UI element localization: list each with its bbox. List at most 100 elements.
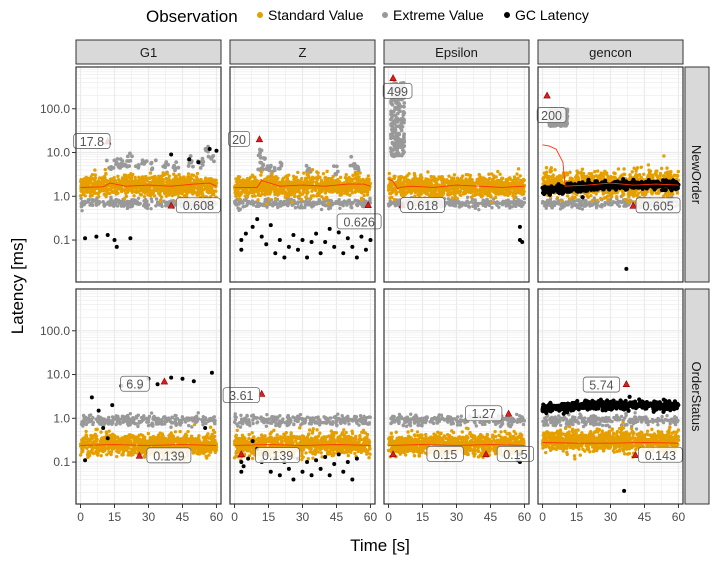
standard-point <box>451 196 454 199</box>
standard-point <box>168 192 171 195</box>
extreme-point <box>551 206 554 209</box>
standard-point <box>114 179 117 182</box>
standard-point <box>238 197 241 200</box>
standard-point <box>519 179 522 182</box>
facet-G1-NewOrder: 17.80.608 <box>74 67 221 282</box>
standard-point <box>140 193 143 196</box>
gc-point <box>332 245 336 249</box>
extreme-point <box>317 198 320 201</box>
standard-point <box>453 173 456 176</box>
standard-point <box>253 194 256 197</box>
gc-point <box>296 248 300 252</box>
standard-point <box>130 178 133 181</box>
extreme-point <box>394 154 398 158</box>
gc-point <box>113 238 117 242</box>
extreme-point <box>307 167 311 171</box>
extreme-point <box>155 197 158 200</box>
standard-point <box>302 171 305 174</box>
standard-point <box>165 194 168 197</box>
standard-point <box>320 189 323 192</box>
standard-point <box>87 187 90 190</box>
standard-point <box>333 189 336 192</box>
extreme-point <box>164 160 168 164</box>
extreme-point <box>395 119 399 123</box>
standard-point <box>89 178 92 181</box>
x-tick-label: 0 <box>231 510 238 524</box>
data-label: 0.618 <box>407 199 438 213</box>
standard-point <box>354 190 357 193</box>
standard-point <box>491 178 494 181</box>
extreme-point <box>461 201 464 204</box>
standard-point <box>393 198 396 201</box>
y-tick-label: 100.0 <box>40 102 70 116</box>
extreme-point <box>324 204 327 207</box>
extreme-point <box>276 206 279 209</box>
extreme-point <box>128 205 131 208</box>
extreme-point <box>300 204 303 207</box>
standard-point <box>263 183 266 186</box>
standard-point <box>287 173 290 176</box>
standard-point <box>206 188 209 191</box>
standard-point <box>499 183 502 186</box>
extreme-point <box>389 146 393 150</box>
standard-point <box>341 187 344 190</box>
standard-point <box>496 170 499 173</box>
extreme-point <box>359 202 362 205</box>
extreme-point <box>506 204 509 207</box>
standard-point <box>348 185 351 188</box>
standard-point <box>662 154 665 157</box>
standard-point <box>390 182 393 185</box>
standard-point <box>79 194 82 197</box>
legend-title: Observation <box>146 7 238 26</box>
standard-point <box>116 175 119 178</box>
standard-point <box>136 190 139 193</box>
extreme-point <box>156 202 159 205</box>
standard-point <box>238 194 241 197</box>
standard-point <box>322 172 325 175</box>
facet-strip-label-G1: G1 <box>140 45 157 60</box>
extreme-point <box>304 203 307 206</box>
standard-point <box>123 177 126 180</box>
standard-point <box>418 179 421 182</box>
x-tick-label: 15 <box>416 510 430 524</box>
standard-point <box>141 179 144 182</box>
extreme-point <box>349 155 353 159</box>
standard-point <box>343 183 346 186</box>
extreme-point <box>562 124 566 128</box>
extreme-point <box>209 157 213 161</box>
standard-point <box>550 166 553 169</box>
extreme-point <box>121 159 125 163</box>
standard-point <box>132 194 135 197</box>
extreme-point <box>149 162 153 166</box>
standard-point <box>324 189 327 192</box>
facet-strip-label-OrderStatus: OrderStatus <box>689 361 704 432</box>
gc-point <box>269 223 273 227</box>
standard-point <box>300 198 303 201</box>
gc-point <box>310 240 314 244</box>
x-tick-label: 30 <box>450 510 464 524</box>
extreme-point <box>464 201 467 204</box>
extreme-point <box>466 196 469 199</box>
extreme-point <box>172 166 176 170</box>
extreme-point <box>101 200 104 203</box>
standard-point <box>447 191 450 194</box>
standard-point <box>517 167 520 170</box>
extreme-point <box>396 106 400 110</box>
extreme-point <box>133 200 136 203</box>
standard-point <box>479 182 482 185</box>
extreme-point <box>401 148 405 152</box>
standard-point <box>454 196 457 199</box>
extreme-point <box>480 201 483 204</box>
extreme-point <box>395 124 399 128</box>
standard-point <box>200 190 203 193</box>
extreme-point <box>570 200 573 203</box>
extreme-point <box>142 199 145 202</box>
standard-point <box>157 175 160 178</box>
extreme-point <box>261 164 265 168</box>
extreme-point <box>129 159 133 163</box>
standard-point <box>393 175 396 178</box>
extreme-point <box>269 164 273 168</box>
x-tick-label: 0 <box>385 510 392 524</box>
